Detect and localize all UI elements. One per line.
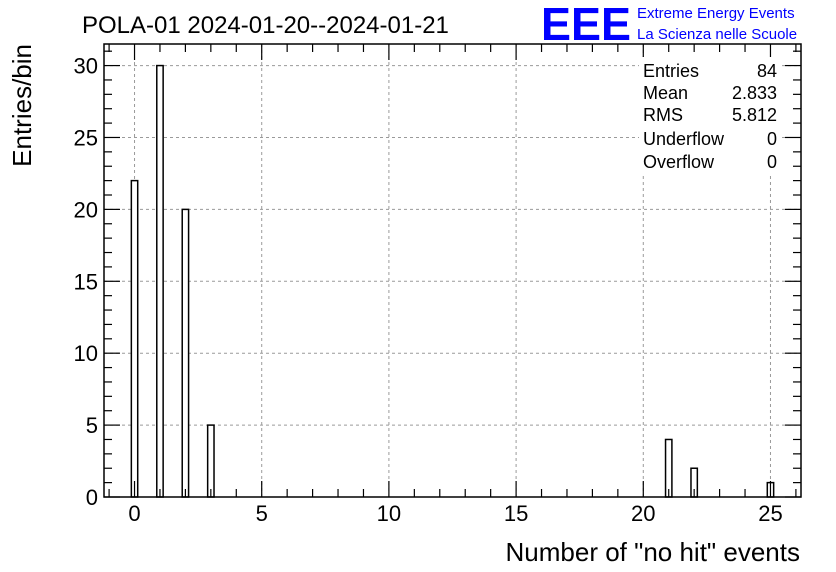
logo-line-2: La Scienza nelle Scuole	[637, 26, 797, 43]
chart-title: POLA-01 2024-01-20--2024-01-21	[82, 12, 449, 39]
stat-label: Mean	[643, 83, 688, 103]
y-tick-label: 30	[74, 54, 98, 79]
y-tick-label: 15	[74, 269, 98, 294]
x-tick-label: 10	[377, 501, 401, 526]
stat-value: 0	[767, 129, 777, 149]
histogram-bar	[664, 438, 673, 498]
stat-label: Overflow	[643, 152, 715, 172]
plot-frame	[103, 43, 802, 498]
x-tick-label: 0	[128, 501, 140, 526]
x-tick-label: 20	[631, 501, 655, 526]
y-tick-label: 10	[74, 341, 98, 366]
eee-logo: EEE Extreme Energy Events La Scienza nel…	[541, 0, 797, 50]
grid	[104, 44, 801, 497]
stat-value: 84	[757, 61, 777, 81]
histogram-bar	[181, 208, 190, 498]
stat-label: Entries	[643, 61, 699, 81]
histogram-bar	[156, 64, 164, 498]
y-axis-label: Entries/bin	[7, 44, 37, 167]
logo-line-1: Extreme Energy Events	[637, 5, 795, 22]
axis-ticks	[104, 44, 801, 498]
eee-logo-text: EEE	[541, 0, 631, 50]
tick-labels: 0 5 10 15 20 25 0 5 10 15 20 25 30	[74, 54, 783, 526]
stats-box-background	[639, 57, 779, 173]
y-tick-label: 25	[74, 125, 98, 150]
histogram-bar	[130, 179, 139, 498]
x-tick-label: 15	[504, 501, 528, 526]
y-tick-label: 5	[86, 413, 98, 438]
histogram-bar	[206, 424, 215, 498]
x-tick-label: 5	[256, 501, 268, 526]
stats-box: Entries 84 Mean 2.833 RMS 5.812 Underflo…	[639, 57, 779, 173]
stat-value: 2.833	[732, 83, 777, 103]
stat-value: 5.812	[732, 105, 777, 125]
x-axis-label: Number of "no hit" events	[506, 537, 801, 567]
y-tick-label: 20	[74, 197, 98, 222]
stat-value: 0	[767, 152, 777, 172]
x-tick-label: 25	[758, 501, 782, 526]
stat-label: RMS	[643, 105, 683, 125]
y-tick-label: 0	[86, 485, 98, 510]
stat-label: Underflow	[643, 129, 725, 149]
